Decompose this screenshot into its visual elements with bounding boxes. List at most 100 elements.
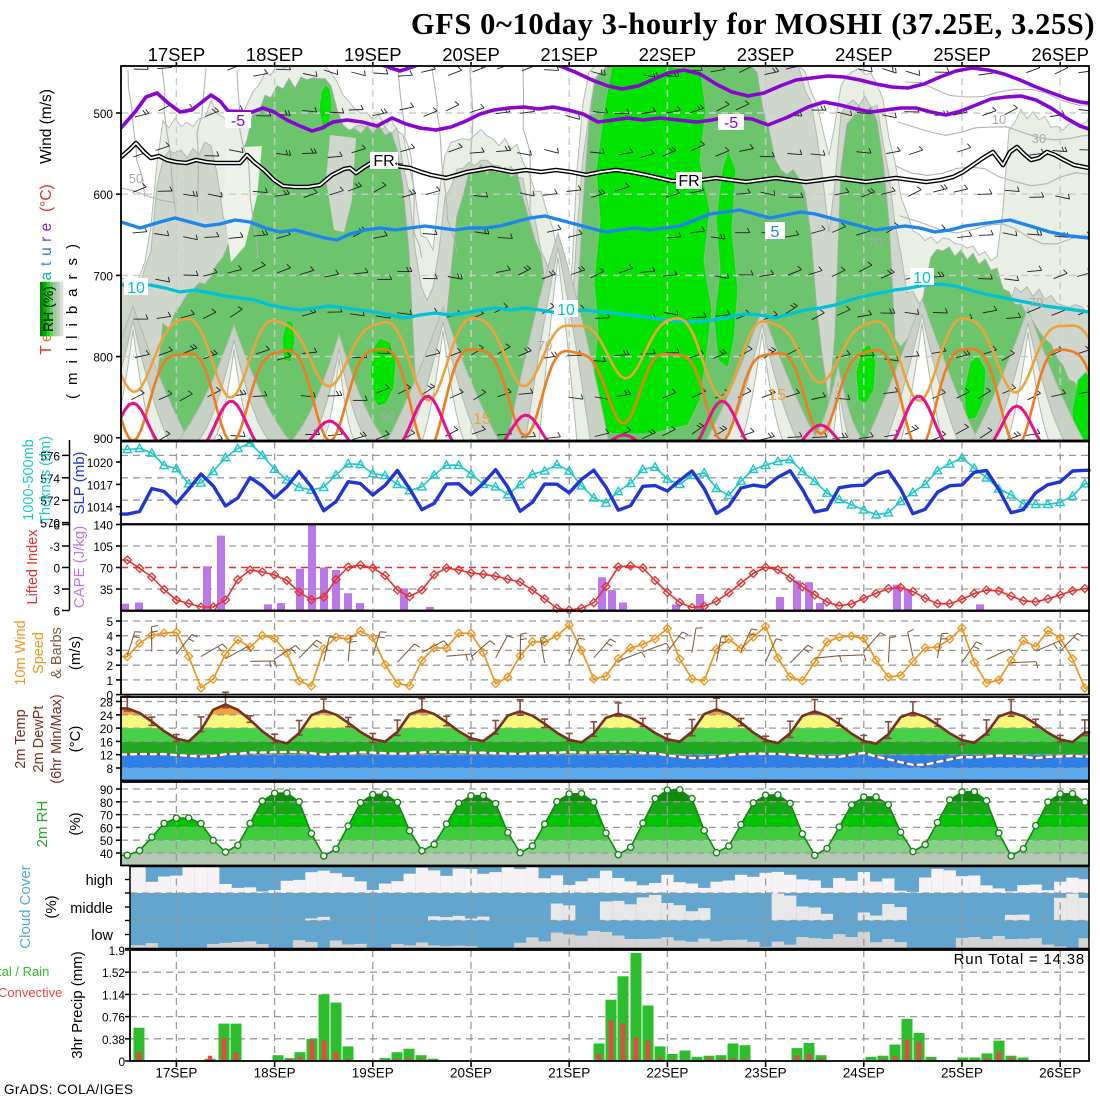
svg-text:23SEP: 23SEP (745, 1066, 787, 1081)
svg-text:570: 570 (40, 517, 60, 531)
svg-text:(millibars): (millibars) (64, 235, 81, 399)
svg-text:24SEP: 24SEP (843, 1066, 885, 1081)
svg-text:e: e (38, 223, 55, 232)
svg-text:17SEP: 17SEP (155, 1066, 197, 1081)
svg-text:& Barbs: & Barbs (49, 627, 65, 679)
svg-text:26SEP: 26SEP (1031, 44, 1089, 65)
svg-text:middle: middle (70, 901, 113, 917)
svg-text:70: 70 (1029, 295, 1043, 310)
svg-text:5: 5 (106, 615, 113, 629)
svg-text:high: high (86, 873, 113, 889)
svg-text:20SEP: 20SEP (442, 44, 500, 65)
svg-text:0: 0 (53, 562, 60, 576)
svg-text:21SEP: 21SEP (540, 44, 598, 65)
svg-text:70: 70 (100, 562, 114, 576)
svg-text:1.9: 1.9 (109, 944, 125, 958)
svg-text:3hr Precip (mm): 3hr Precip (mm) (69, 951, 86, 1059)
svg-text:1: 1 (106, 674, 113, 688)
svg-text:8: 8 (106, 762, 113, 776)
svg-text:24SEP: 24SEP (835, 44, 893, 65)
svg-text:t: t (38, 261, 55, 266)
svg-text:Speed: Speed (31, 632, 47, 674)
svg-text:10m Wind: 10m Wind (13, 620, 29, 685)
svg-text:low: low (91, 928, 113, 944)
svg-text:26SEP: 26SEP (1039, 1066, 1081, 1081)
svg-text:5: 5 (771, 224, 780, 241)
svg-text:2m RH: 2m RH (34, 801, 51, 848)
svg-text:15: 15 (473, 411, 491, 428)
svg-text:2m DewPt: 2m DewPt (31, 706, 47, 773)
svg-text:6: 6 (53, 605, 60, 619)
svg-text:CAPE (J/kg): CAPE (J/kg) (71, 526, 88, 609)
svg-text:700: 700 (93, 269, 113, 283)
svg-text:(6hr Min/Max): (6hr Min/Max) (49, 694, 65, 783)
svg-text:500: 500 (93, 107, 113, 121)
svg-text:572: 572 (40, 494, 60, 508)
svg-text:T: T (38, 345, 55, 355)
svg-text:0: 0 (118, 1055, 125, 1069)
svg-text:1000-500mb: 1000-500mb (21, 439, 37, 520)
svg-text:30: 30 (1032, 131, 1046, 146)
svg-text:4: 4 (106, 630, 113, 644)
svg-text:18SEP: 18SEP (246, 44, 304, 65)
svg-text:u: u (38, 247, 55, 256)
svg-text:0.76: 0.76 (102, 1011, 125, 1025)
svg-text:10: 10 (127, 280, 145, 297)
svg-text:50: 50 (129, 171, 143, 186)
svg-text:1020: 1020 (87, 456, 114, 470)
svg-text:10: 10 (992, 112, 1006, 127)
svg-text:20SEP: 20SEP (450, 1066, 492, 1081)
svg-text:e: e (38, 333, 55, 342)
svg-text:-5: -5 (231, 113, 245, 130)
svg-text:Lifted Index: Lifted Index (25, 529, 41, 605)
svg-text:-3: -3 (50, 540, 61, 554)
svg-text:576: 576 (40, 449, 60, 463)
svg-text:18SEP: 18SEP (254, 1066, 296, 1081)
svg-text:Thcknss (dm): Thcknss (dm) (38, 436, 54, 524)
svg-text:Convective: Convective (0, 985, 62, 1000)
svg-text:21SEP: 21SEP (548, 1066, 590, 1081)
svg-text:Run Total = 14.38: Run Total = 14.38 (954, 951, 1085, 968)
svg-text:16: 16 (100, 735, 114, 749)
svg-text:GrADS: COLA/IGES: GrADS: COLA/IGES (4, 1082, 133, 1097)
svg-text:3: 3 (106, 644, 113, 658)
svg-text:2: 2 (106, 659, 113, 673)
svg-text:Wind (m/s): Wind (m/s) (38, 89, 55, 164)
svg-text:23SEP: 23SEP (737, 44, 795, 65)
svg-text:1014: 1014 (87, 501, 114, 515)
svg-text:22SEP: 22SEP (639, 44, 697, 65)
svg-text:a: a (38, 272, 55, 281)
svg-text:600: 600 (93, 188, 113, 202)
svg-text:0: 0 (106, 689, 113, 703)
svg-text:28: 28 (100, 696, 114, 710)
svg-text:140: 140 (93, 519, 113, 533)
svg-text:25SEP: 25SEP (941, 1066, 983, 1081)
svg-text:900: 900 (93, 432, 113, 446)
svg-text:70: 70 (100, 809, 114, 823)
svg-text:(%): (%) (67, 812, 84, 835)
svg-text:(°C): (°C) (38, 184, 55, 212)
svg-text:800: 800 (93, 351, 113, 365)
svg-text:1017: 1017 (87, 478, 113, 492)
svg-text:FR: FR (373, 153, 394, 170)
svg-text:19SEP: 19SEP (352, 1066, 394, 1081)
svg-text:90: 90 (100, 783, 114, 797)
svg-text:1.14: 1.14 (102, 988, 125, 1002)
svg-text:0.38: 0.38 (102, 1033, 125, 1047)
svg-text:17SEP: 17SEP (148, 44, 206, 65)
svg-text:10: 10 (913, 270, 931, 287)
svg-text:←: ← (393, 154, 406, 169)
svg-text:-6: -6 (50, 519, 61, 533)
svg-text:40: 40 (100, 847, 114, 861)
svg-text:15: 15 (768, 387, 786, 404)
svg-text:60: 60 (100, 821, 114, 835)
svg-text:80: 80 (100, 796, 114, 810)
svg-text:SLP (mb): SLP (mb) (71, 451, 88, 514)
svg-text:20: 20 (100, 722, 114, 736)
svg-text:50: 50 (100, 834, 114, 848)
svg-text:19SEP: 19SEP (344, 44, 402, 65)
svg-text:3: 3 (53, 583, 60, 597)
svg-text:FR: FR (678, 173, 699, 190)
svg-text:10: 10 (557, 302, 575, 319)
svg-text:tal / Rain: tal / Rain (0, 964, 49, 979)
